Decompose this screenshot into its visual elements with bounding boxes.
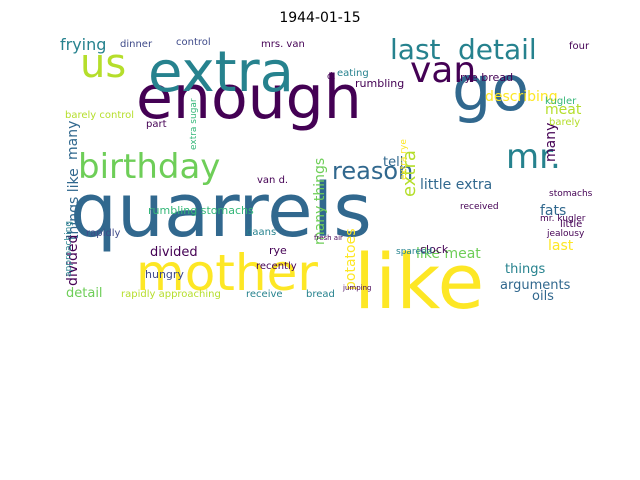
cloud-word: many bbox=[543, 123, 559, 162]
cloud-word: jumping bbox=[342, 284, 371, 292]
cloud-word: quarrels bbox=[70, 168, 372, 254]
cloud-word: last bbox=[548, 238, 574, 254]
cloud-word: receive bbox=[246, 289, 283, 300]
cloud-word: many bbox=[65, 121, 81, 160]
cloud-word: received bbox=[460, 202, 499, 212]
cloud-word: stomachs bbox=[549, 189, 593, 199]
cloud-word: d. bbox=[327, 72, 336, 82]
cloud-word: four bbox=[569, 41, 590, 52]
cloud-word: reason bbox=[332, 157, 413, 185]
cloud-word: frying bbox=[60, 35, 106, 54]
cloud-word: approaching bbox=[64, 221, 74, 277]
cloud-word: divided bbox=[65, 235, 81, 286]
cloud-word: last bbox=[390, 33, 441, 66]
cloud-word: barely control bbox=[65, 110, 134, 121]
cloud-word: mr. bbox=[506, 137, 561, 177]
cloud-word: dinner bbox=[120, 39, 153, 50]
cloud-word: barely bbox=[549, 117, 580, 128]
cloud-word: meat bbox=[545, 102, 582, 118]
cloud-word: extra bbox=[399, 150, 420, 197]
cloud-word: oils bbox=[532, 289, 554, 304]
cloud-word: like meat bbox=[416, 246, 481, 262]
cloud-word: spareed bbox=[396, 247, 432, 257]
cloud-word: fresh air bbox=[314, 234, 343, 242]
cloud-word: mr. kugler bbox=[540, 214, 586, 224]
cloud-word: bread bbox=[306, 289, 335, 300]
cloud-word: extra rye bbox=[399, 139, 409, 180]
cloud-word: birthday bbox=[78, 147, 220, 187]
cloud-word: many things bbox=[312, 158, 328, 245]
cloud-word: rapidly approaching bbox=[121, 289, 221, 300]
cloud-word: like bbox=[354, 237, 484, 326]
cloud-word: hungry bbox=[145, 268, 184, 281]
cloud-word: extra bbox=[148, 40, 294, 105]
cloud-word: rumbling stomachs bbox=[148, 204, 254, 217]
cloud-word: daans bbox=[246, 227, 276, 238]
cloud-word: go bbox=[452, 52, 529, 125]
cloud-word: detail bbox=[458, 33, 537, 66]
cloud-word: clock bbox=[420, 243, 449, 256]
cloud-word: van d. bbox=[257, 175, 288, 186]
cloud-word: us bbox=[80, 41, 126, 87]
cloud-word: things bbox=[505, 262, 545, 277]
cloud-word: divided bbox=[150, 245, 198, 260]
cloud-word: potatoes bbox=[343, 229, 359, 290]
cloud-word: arguments bbox=[500, 278, 571, 293]
cloud-word: rumbling bbox=[355, 77, 404, 90]
cloud-word: rapidly bbox=[86, 228, 120, 239]
cloud-word: mother bbox=[136, 244, 318, 302]
cloud-word: things like bbox=[66, 168, 82, 240]
cloud-word: van bbox=[410, 50, 476, 91]
cloud-word: jealousy bbox=[546, 229, 585, 239]
figure-title: 1944-01-15 bbox=[279, 10, 361, 26]
cloud-word: fats bbox=[540, 203, 566, 219]
cloud-word: tell bbox=[383, 155, 403, 170]
cloud-word: detail bbox=[66, 286, 103, 301]
cloud-word: extra sugar bbox=[189, 98, 199, 150]
cloud-word: rye bread bbox=[460, 71, 513, 84]
cloud-word: little bbox=[560, 219, 582, 230]
cloud-word: eating bbox=[337, 68, 369, 79]
cloud-word: enough bbox=[136, 63, 362, 133]
cloud-word: describing bbox=[485, 89, 558, 105]
cloud-word: part bbox=[146, 119, 167, 130]
cloud-word: control bbox=[176, 37, 211, 48]
cloud-word: rye bbox=[269, 244, 287, 257]
cloud-word: little extra bbox=[420, 177, 492, 193]
cloud-word: mrs. van bbox=[261, 39, 305, 50]
cloud-word: kugler bbox=[545, 96, 577, 107]
cloud-word: recently bbox=[256, 261, 297, 272]
